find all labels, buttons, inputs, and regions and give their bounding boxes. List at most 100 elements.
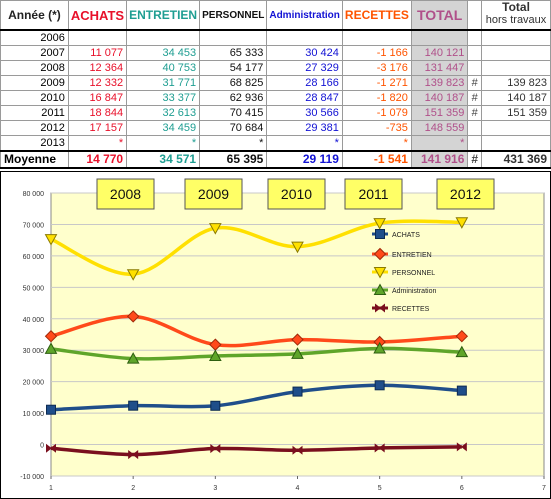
- cell-entretien[interactable]: 32 613: [126, 105, 201, 121]
- cell-personnel[interactable]: 70 415: [199, 105, 268, 121]
- avg-cell-personnel[interactable]: 65 395: [199, 150, 268, 169]
- cell-year[interactable]: 2008: [0, 60, 69, 76]
- cell-recettes[interactable]: [341, 29, 412, 46]
- line-chart: -10 000 0 10 000 20 000 30 000 40 000 50 000 60…: [0, 171, 551, 499]
- header-achats[interactable]: ACHATS: [67, 0, 128, 31]
- cell-mark[interactable]: [467, 120, 483, 136]
- cell-recettes[interactable]: -735: [341, 120, 412, 136]
- cell-total[interactable]: 139 823: [410, 75, 469, 91]
- avg-cell-hors-travaux[interactable]: 431 369: [481, 150, 551, 169]
- cell-year[interactable]: 2010: [0, 90, 69, 106]
- cell-hors-travaux[interactable]: 151 359: [481, 105, 551, 121]
- cell-entretien[interactable]: [126, 29, 201, 46]
- cell-recettes[interactable]: -1 820: [341, 90, 412, 106]
- cell-personnel[interactable]: 65 333: [199, 45, 268, 61]
- average-label[interactable]: Moyenne: [0, 150, 69, 169]
- data-point: [126, 352, 140, 364]
- cell-administration[interactable]: 27 329: [266, 60, 343, 76]
- cell-achats[interactable]: 17 157: [67, 120, 128, 136]
- cell-achats[interactable]: 11 077: [67, 45, 128, 61]
- year-callout: 2011: [344, 178, 403, 210]
- cell-mark[interactable]: [467, 135, 483, 152]
- cell-total[interactable]: 151 359: [410, 105, 469, 121]
- data-point: [210, 400, 221, 411]
- cell-recettes[interactable]: *: [341, 135, 412, 152]
- cell-achats[interactable]: 18 844: [67, 105, 128, 121]
- y-tick-label: 60 000: [23, 254, 45, 261]
- cell-mark[interactable]: [467, 29, 483, 46]
- cell-administration[interactable]: 30 424: [266, 45, 343, 61]
- data-point: [210, 444, 221, 454]
- header-annee[interactable]: Année (*): [0, 0, 69, 31]
- header-administration[interactable]: Administration: [266, 0, 343, 31]
- cell-year[interactable]: 2007: [0, 45, 69, 61]
- cell-total[interactable]: 140 187: [410, 90, 469, 106]
- cell-mark[interactable]: #: [467, 75, 483, 91]
- cell-hors-travaux[interactable]: [481, 60, 551, 76]
- table-row: 2006: [0, 29, 551, 46]
- cell-personnel[interactable]: [199, 29, 268, 46]
- cell-personnel[interactable]: 68 825: [199, 75, 268, 91]
- header-recettes[interactable]: RECETTES: [341, 0, 412, 31]
- avg-cell-entretien[interactable]: 34 571: [126, 150, 201, 169]
- cell-entretien[interactable]: *: [126, 135, 201, 152]
- cell-administration[interactable]: 29 381: [266, 120, 343, 136]
- avg-cell-mark[interactable]: #: [467, 150, 483, 169]
- header-total[interactable]: TOTAL: [410, 0, 469, 31]
- cell-hors-travaux[interactable]: 140 187: [481, 90, 551, 106]
- cell-administration[interactable]: 30 566: [266, 105, 343, 121]
- avg-cell-recettes[interactable]: -1 541: [341, 150, 412, 169]
- year-callout-box: [267, 178, 326, 210]
- cell-entretien[interactable]: 34 459: [126, 120, 201, 136]
- cell-recettes[interactable]: -3 176: [341, 60, 412, 76]
- cell-total[interactable]: 131 447: [410, 60, 469, 76]
- cell-entretien[interactable]: 33 377: [126, 90, 201, 106]
- cell-recettes[interactable]: -1 166: [341, 45, 412, 61]
- cell-total[interactable]: *: [410, 135, 469, 152]
- cell-administration[interactable]: 28 847: [266, 90, 343, 106]
- cell-total[interactable]: 140 121: [410, 45, 469, 61]
- cell-achats[interactable]: *: [67, 135, 128, 152]
- cell-entretien[interactable]: 40 753: [126, 60, 201, 76]
- data-point: [374, 380, 385, 391]
- cell-year[interactable]: 2009: [0, 75, 69, 91]
- cell-achats[interactable]: 12 364: [67, 60, 128, 76]
- cell-hors-travaux[interactable]: [481, 45, 551, 61]
- avg-cell-total[interactable]: 141 916: [410, 150, 469, 169]
- cell-achats[interactable]: 16 847: [67, 90, 128, 106]
- cell-mark[interactable]: #: [467, 90, 483, 106]
- cell-year[interactable]: 2012: [0, 120, 69, 136]
- cell-personnel[interactable]: 54 177: [199, 60, 268, 76]
- avg-cell-administration[interactable]: 29 119: [266, 150, 343, 169]
- header-hors-travaux[interactable]: Total hors travaux: [481, 0, 551, 31]
- cell-hors-travaux[interactable]: [481, 29, 551, 46]
- header-entretien[interactable]: ENTRETIEN: [126, 0, 201, 31]
- cell-administration[interactable]: [266, 29, 343, 46]
- cell-personnel[interactable]: *: [199, 135, 268, 152]
- year-callout: 2010: [267, 178, 326, 210]
- cell-personnel[interactable]: 70 684: [199, 120, 268, 136]
- cell-mark[interactable]: [467, 45, 483, 61]
- cell-administration[interactable]: *: [266, 135, 343, 152]
- cell-entretien[interactable]: 34 453: [126, 45, 201, 61]
- cell-total[interactable]: 148 559: [410, 120, 469, 136]
- cell-recettes[interactable]: -1 271: [341, 75, 412, 91]
- avg-cell-achats[interactable]: 14 770: [67, 150, 128, 169]
- data-point: [374, 443, 385, 453]
- cell-personnel[interactable]: 62 936: [199, 90, 268, 106]
- cell-year[interactable]: 2013: [0, 135, 69, 152]
- cell-achats[interactable]: 12 332: [67, 75, 128, 91]
- cell-entretien[interactable]: 31 771: [126, 75, 201, 91]
- cell-administration[interactable]: 28 166: [266, 75, 343, 91]
- cell-achats[interactable]: [67, 29, 128, 46]
- cell-mark[interactable]: #: [467, 105, 483, 121]
- cell-mark[interactable]: [467, 60, 483, 76]
- header-personnel[interactable]: PERSONNEL: [199, 0, 268, 31]
- cell-hors-travaux[interactable]: 139 823: [481, 75, 551, 91]
- cell-year[interactable]: 2011: [0, 105, 69, 121]
- cell-year[interactable]: 2006: [0, 29, 69, 46]
- cell-hors-travaux[interactable]: [481, 135, 551, 152]
- cell-hors-travaux[interactable]: [481, 120, 551, 136]
- cell-recettes[interactable]: -1 079: [341, 105, 412, 121]
- cell-total[interactable]: [410, 29, 469, 46]
